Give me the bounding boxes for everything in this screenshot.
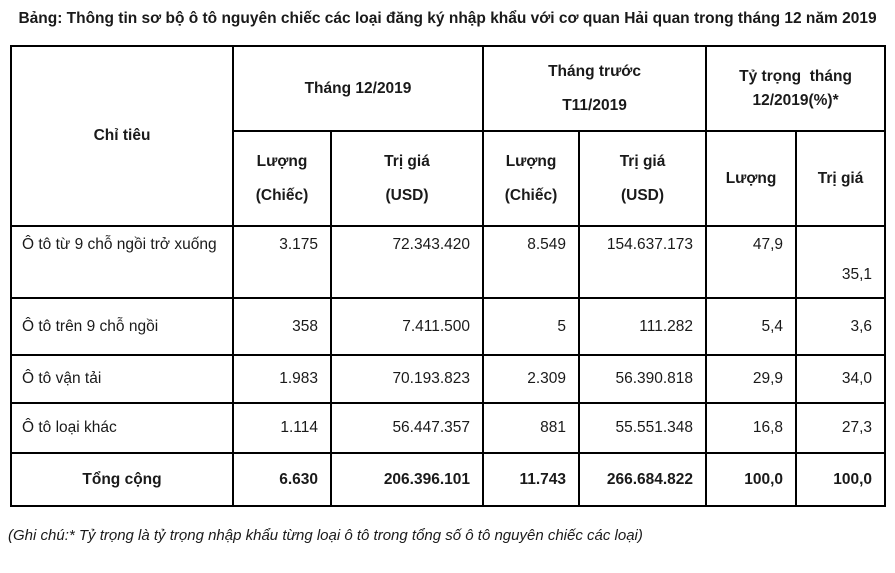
cell-share-qty: 47,9 — [705, 225, 798, 299]
total-value-dec: 206.396.101 — [329, 452, 485, 507]
cell-share-value: 3,6 — [795, 297, 887, 356]
cell-value-nov: 154.637.173 — [578, 225, 708, 299]
cell-share-qty: 5,4 — [705, 297, 798, 356]
total-share-qty: 100,0 — [705, 452, 798, 507]
cell-value-nov: 55.551.348 — [578, 402, 708, 454]
table-row-other-cars: Ô tô loại khác 1.114 56.447.357 881 55.5… — [10, 402, 887, 454]
cell-value-nov: 56.390.818 — [578, 354, 708, 404]
table-row-cars-over-9-seats: Ô tô trên 9 chỗ ngồi 358 7.411.500 5 111… — [10, 297, 887, 356]
header-qty-dec-line1: Lượng — [256, 152, 308, 170]
cell-value-dec: 70.193.823 — [329, 354, 485, 404]
cell-qty-nov: 5 — [482, 297, 581, 356]
cell-value-nov: 111.282 — [578, 297, 708, 356]
header-share-line1: Tỷ trọng tháng — [739, 67, 852, 85]
cell-share-value: 27,3 — [795, 402, 887, 454]
cell-qty-nov: 2.309 — [482, 354, 581, 404]
header-month-prev-line1: Tháng trước — [548, 62, 641, 80]
import-stats-table: Chỉ tiêu Tháng 12/2019 Tháng trước T11/2… — [10, 45, 887, 507]
header-value-dec: Trị giá (USD) — [329, 130, 485, 227]
cell-qty-dec: 358 — [232, 297, 332, 356]
cell-value-dec: 56.447.357 — [329, 402, 485, 454]
header-month-prev-line2: T11/2019 — [562, 96, 627, 114]
header-value-nov-line1: Trị giá — [619, 152, 666, 170]
header-qty-nov: Lượng (Chiếc) — [482, 130, 581, 227]
header-qty-nov-line1: Lượng — [505, 152, 557, 170]
header-share-value: Trị giá — [795, 130, 887, 227]
header-criteria: Chỉ tiêu — [10, 45, 234, 227]
header-month-current: Tháng 12/2019 — [231, 45, 485, 132]
header-value-nov: Trị giá (USD) — [578, 130, 708, 227]
header-month-prev: Tháng trước T11/2019 — [482, 45, 708, 132]
cell-value-dec: 72.343.420 — [329, 225, 485, 299]
footnote: (Ghi chú:* Tỷ trọng là tỷ trọng nhập khẩ… — [8, 527, 643, 544]
total-share-value: 100,0 — [795, 452, 887, 507]
header-value-nov-line2: (USD) — [620, 186, 665, 204]
header-qty-nov-line2: (Chiếc) — [504, 186, 558, 204]
header-qty-dec: Lượng (Chiếc) — [232, 130, 332, 227]
header-share: Tỷ trọng tháng 12/2019(%)* — [705, 45, 887, 132]
header-row-measures: Lượng (Chiếc) Trị giá (USD) Lượng (Chiếc… — [11, 130, 887, 227]
header-row-groups: Chỉ tiêu Tháng 12/2019 Tháng trước T11/2… — [10, 45, 887, 227]
total-row: Tổng cộng 6.630 206.396.101 11.743 266.6… — [10, 452, 887, 507]
table-row-trucks: Ô tô vận tải 1.983 70.193.823 2.309 56.3… — [10, 354, 887, 404]
row-label: Ô tô từ 9 chỗ ngồi trở xuống — [10, 225, 234, 299]
table-title: Bảng: Thông tin sơ bộ ô tô nguyên chiếc … — [18, 10, 877, 27]
cell-qty-dec: 1.114 — [232, 402, 332, 454]
header-share-line2: 12/2019(%)* — [752, 91, 839, 109]
cell-share-qty: 16,8 — [705, 402, 798, 454]
cell-qty-dec: 1.983 — [232, 354, 332, 404]
cell-value-dec: 7.411.500 — [329, 297, 485, 356]
table-row-cars-under-9-seats: Ô tô từ 9 chỗ ngồi trở xuống 3.175 72.34… — [10, 225, 887, 299]
cell-share-qty: 29,9 — [705, 354, 798, 404]
cell-qty-dec: 3.175 — [232, 225, 332, 299]
header-share-qty: Lượng — [705, 130, 798, 227]
total-qty-nov: 11.743 — [482, 452, 581, 507]
header-value-dec-line1: Trị giá — [384, 152, 430, 170]
total-qty-dec: 6.630 — [232, 452, 332, 507]
cell-qty-nov: 881 — [482, 402, 581, 454]
cell-qty-nov: 8.549 — [482, 225, 581, 299]
cell-share-value: 34,0 — [795, 354, 887, 404]
total-label: Tổng cộng — [10, 452, 234, 507]
cell-share-value: 35,1 — [795, 225, 887, 299]
row-label: Ô tô loại khác — [10, 402, 234, 454]
total-value-nov: 266.684.822 — [578, 452, 708, 507]
row-label: Ô tô vận tải — [10, 354, 234, 404]
report-page: Bảng: Thông tin sơ bộ ô tô nguyên chiếc … — [0, 6, 895, 544]
header-qty-dec-line2: (Chiếc) — [255, 186, 309, 204]
row-label: Ô tô trên 9 chỗ ngồi — [10, 297, 234, 356]
header-value-dec-line2: (USD) — [385, 186, 429, 204]
